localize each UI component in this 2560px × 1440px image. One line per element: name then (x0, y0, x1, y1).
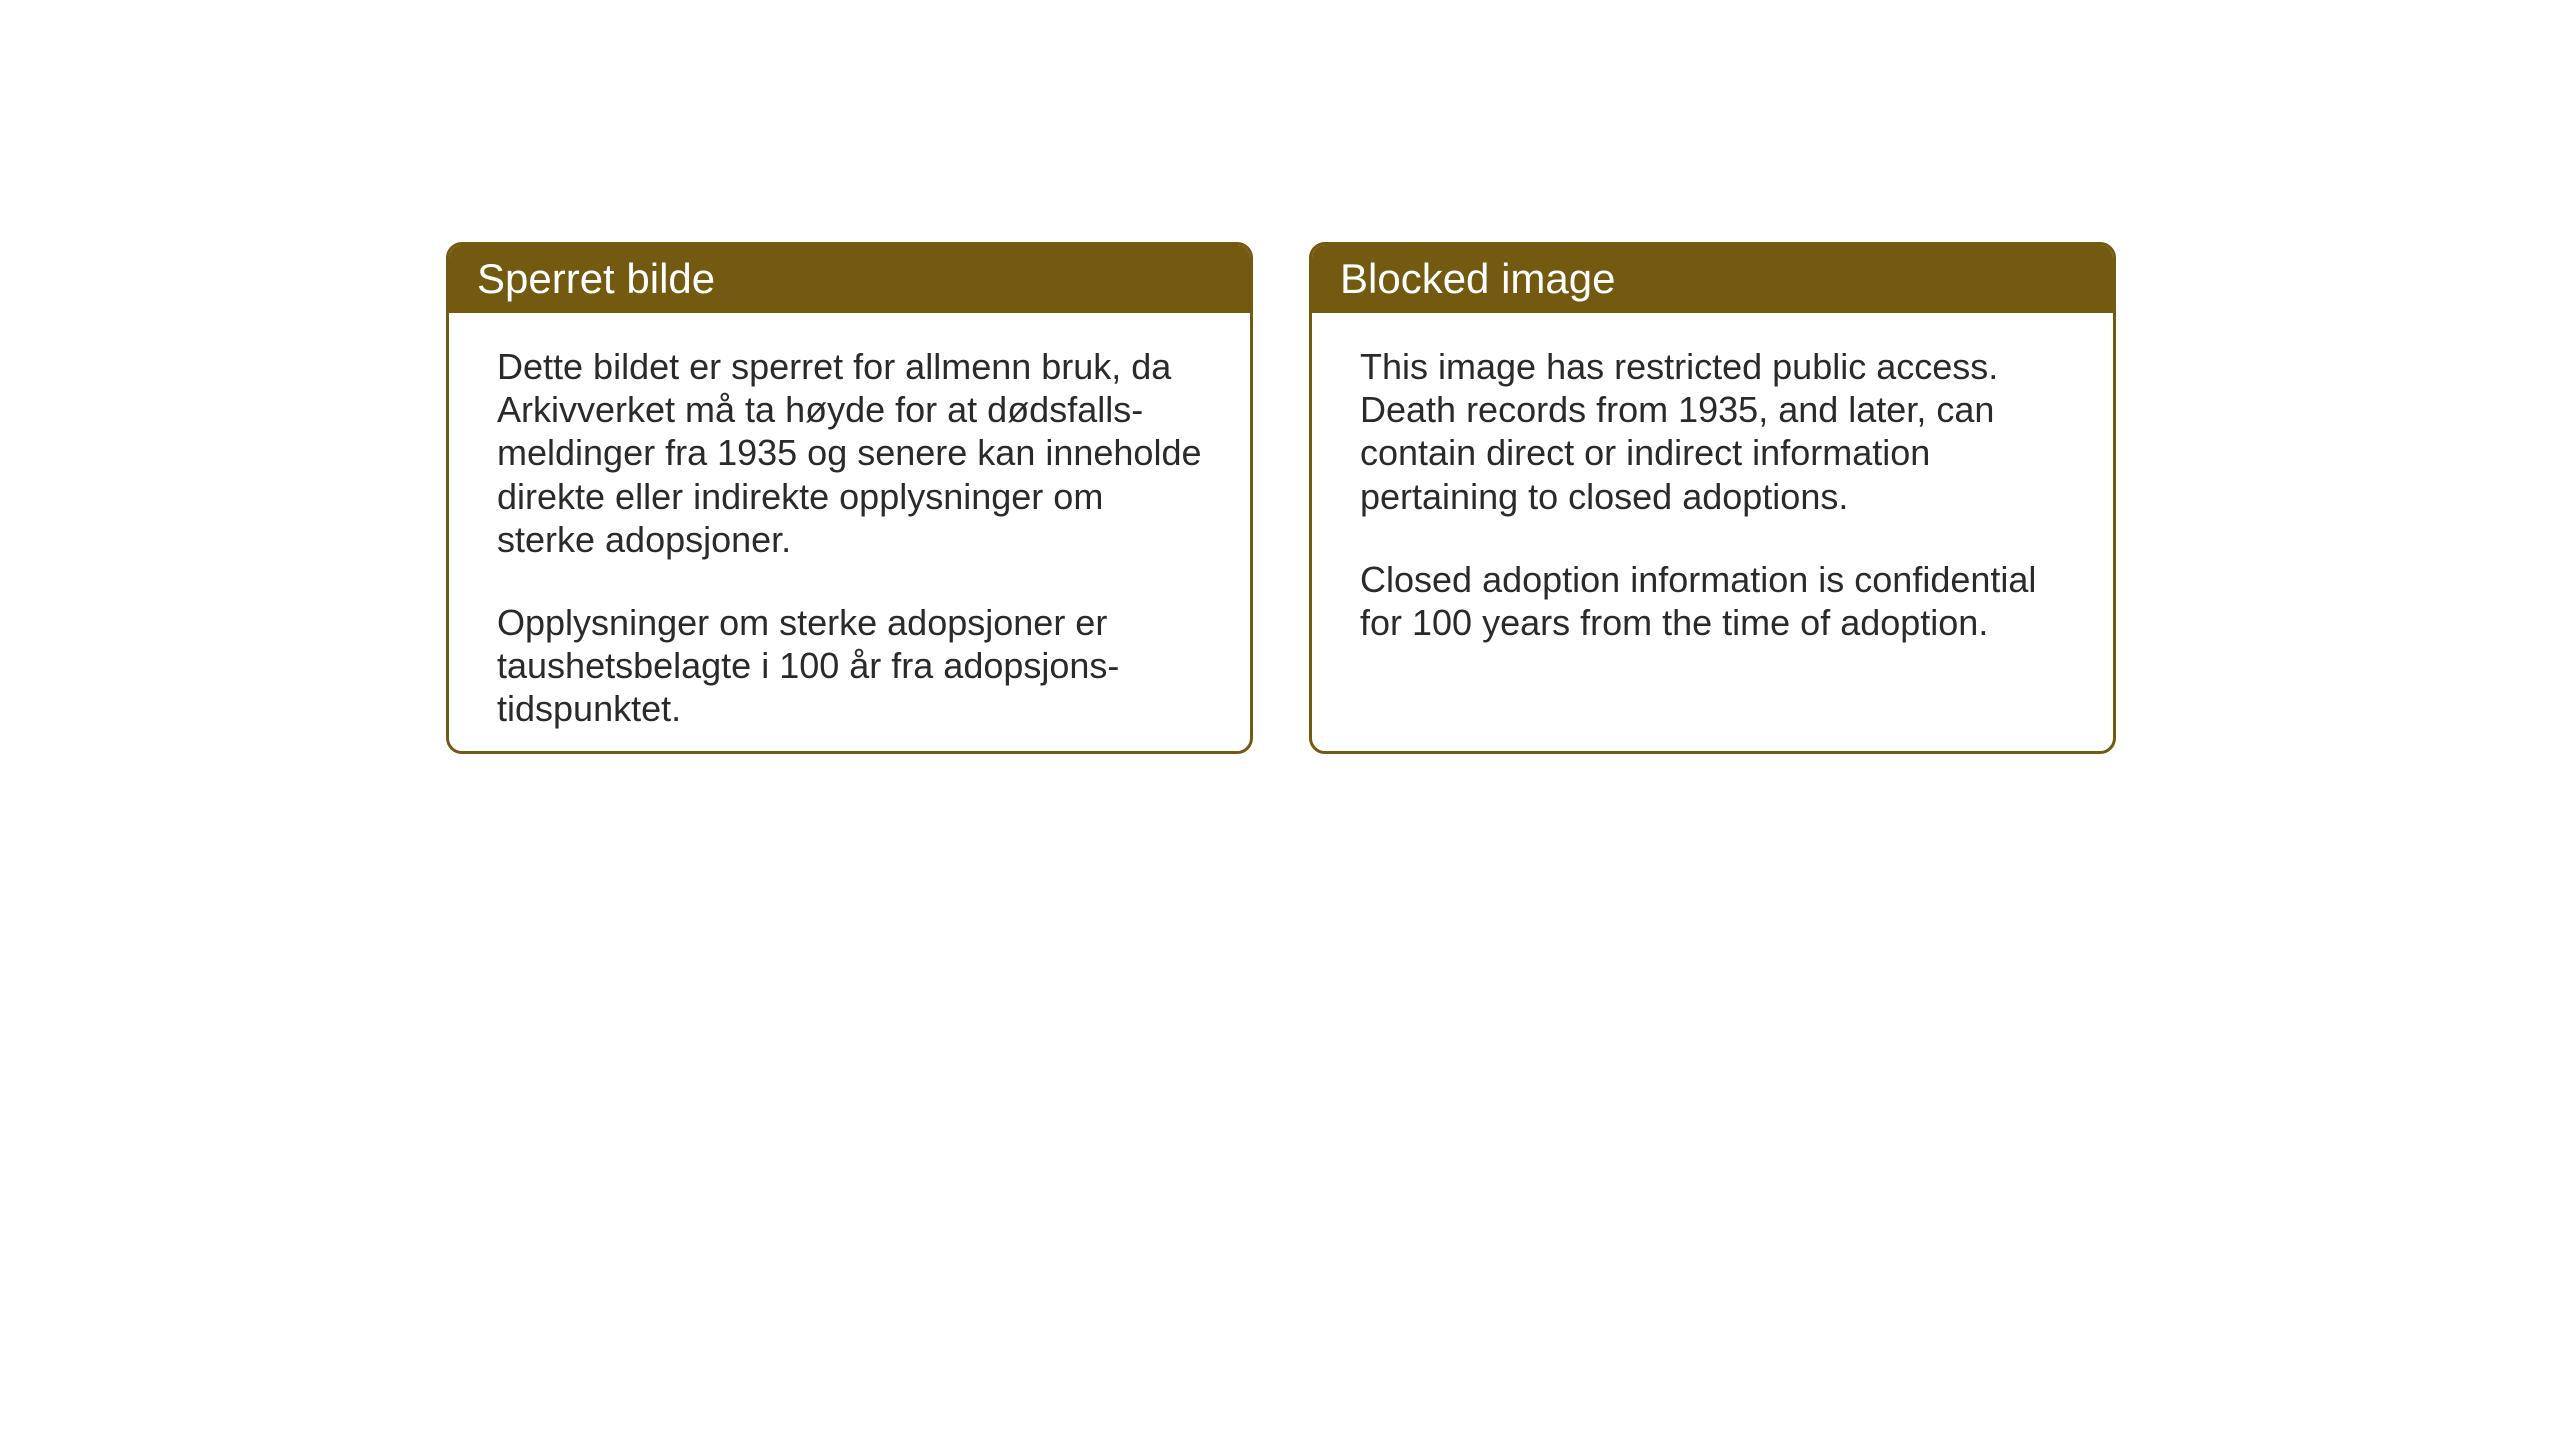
card-paragraph1-norwegian: Dette bildet er sperret for allmenn bruk… (497, 345, 1202, 561)
card-header-norwegian: Sperret bilde (449, 245, 1250, 313)
card-paragraph1-english: This image has restricted public access.… (1360, 345, 2065, 518)
card-body-english: This image has restricted public access.… (1312, 313, 2113, 684)
card-body-norwegian: Dette bildet er sperret for allmenn bruk… (449, 313, 1250, 754)
card-paragraph2-norwegian: Opplysninger om sterke adopsjoner er tau… (497, 601, 1202, 731)
card-header-english: Blocked image (1312, 245, 2113, 313)
card-norwegian: Sperret bilde Dette bildet er sperret fo… (446, 242, 1253, 754)
cards-container: Sperret bilde Dette bildet er sperret fo… (446, 242, 2116, 754)
card-english: Blocked image This image has restricted … (1309, 242, 2116, 754)
card-title-norwegian: Sperret bilde (477, 255, 715, 302)
card-title-english: Blocked image (1340, 255, 1615, 302)
card-paragraph2-english: Closed adoption information is confident… (1360, 558, 2065, 644)
